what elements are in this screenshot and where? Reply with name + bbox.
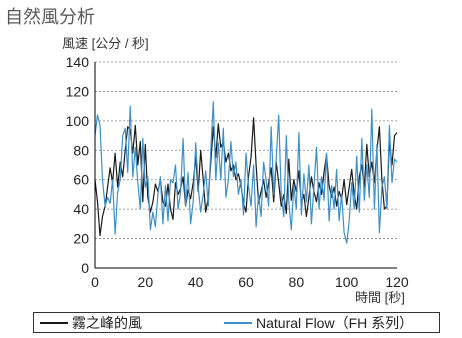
x-tick-label: 100 [335, 274, 359, 290]
y-tick-label: 80 [73, 142, 89, 158]
natural-flow-series-line [94, 101, 398, 244]
legend-item-mist-peak-wind: 霧之峰的風 [40, 313, 142, 332]
y-axis-label: 風速 [公分 / 秒] [62, 36, 149, 51]
x-tick-label: 80 [289, 274, 305, 290]
legend-swatch [224, 321, 252, 324]
y-tick-label: 0 [81, 260, 89, 276]
x-tick-labels: 0 20 40 60 80 100 120 [91, 274, 409, 290]
y-tick-label: 100 [66, 113, 90, 129]
y-tick-label: 140 [66, 54, 90, 70]
x-tick-label: 20 [138, 274, 154, 290]
x-tick-label: 0 [91, 274, 99, 290]
legend: 霧之峰的風 Natural Flow（FH 系列） [33, 312, 440, 333]
y-tick-label: 120 [66, 83, 90, 99]
x-axis-label: 時間 [秒] [355, 290, 405, 305]
x-tick-label: 40 [188, 274, 204, 290]
y-tick-label: 60 [73, 172, 89, 188]
page-title: 自然風分析 [5, 7, 95, 27]
x-tick-label: 60 [238, 274, 254, 290]
y-tick-label: 40 [73, 201, 89, 217]
y-tick-label: 20 [73, 231, 89, 247]
legend-label: 霧之峰的風 [72, 314, 142, 331]
legend-item-natural-flow: Natural Flow（FH 系列） [224, 313, 413, 332]
chart-plot: 0 20 40 60 80 100 120 140 0 20 40 60 80 100 120 [66, 54, 409, 290]
legend-label: Natural Flow（FH 系列） [256, 314, 414, 331]
legend-swatch [40, 321, 68, 324]
y-tick-labels: 0 20 40 60 80 100 120 140 [66, 54, 90, 276]
mist-peak-wind-series-line [94, 117, 398, 237]
x-tick-label: 120 [385, 274, 409, 290]
